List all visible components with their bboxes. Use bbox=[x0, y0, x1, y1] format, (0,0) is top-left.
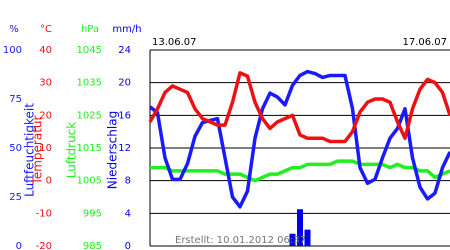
y-tick-label: 24 bbox=[118, 45, 131, 56]
y-tick-label: 16 bbox=[118, 110, 131, 121]
y-tick-label: 30 bbox=[39, 78, 52, 89]
y-tick-label: 40 bbox=[39, 45, 52, 56]
y-tick-label: 0 bbox=[46, 176, 52, 187]
y-tick-label: 1025 bbox=[77, 110, 102, 121]
y-tick-label: 1005 bbox=[77, 176, 102, 187]
y-tick-label: 25 bbox=[9, 192, 22, 203]
y-tick-label: -10 bbox=[36, 208, 52, 219]
y-tick-label: 1045 bbox=[77, 45, 102, 56]
y-tick-label: 985 bbox=[83, 241, 102, 250]
rain-bar bbox=[304, 229, 311, 246]
y-tick-label: 100 bbox=[3, 45, 22, 56]
rain-bar bbox=[289, 233, 296, 246]
y-tick-label: 10 bbox=[39, 143, 52, 154]
series-line bbox=[148, 71, 450, 144]
y-tick-label: 75 bbox=[9, 94, 22, 105]
y-tick-label: 0 bbox=[16, 241, 22, 250]
y-tick-label: 20 bbox=[39, 110, 52, 121]
y-tick-label: 0 bbox=[125, 241, 131, 250]
y-tick-label: 995 bbox=[83, 208, 102, 219]
axis-title: Luftdruck bbox=[65, 122, 79, 179]
axis-unit: °C bbox=[40, 24, 52, 35]
series-line bbox=[148, 69, 450, 209]
axis-title: Temperatur bbox=[31, 115, 45, 185]
y-tick-label: 12 bbox=[118, 143, 131, 154]
y-tick-label: 1035 bbox=[77, 78, 102, 89]
y-tick-label: -20 bbox=[36, 241, 52, 250]
y-tick-label: 50 bbox=[9, 143, 22, 154]
axis-unit: mm/h bbox=[112, 24, 141, 35]
axis-unit: % bbox=[9, 24, 19, 35]
y-tick-label: 20 bbox=[118, 78, 131, 89]
y-tick-label: 4 bbox=[125, 208, 131, 219]
y-tick-label: 8 bbox=[125, 176, 131, 187]
y-tick-label: 1015 bbox=[77, 143, 102, 154]
x-tick-label: 13.06.07 bbox=[152, 37, 197, 48]
axis-unit: hPa bbox=[81, 24, 99, 35]
annotation: Erstellt: 10.01.2012 06:37 bbox=[175, 235, 306, 246]
axis-title: Niederschlag bbox=[106, 111, 120, 189]
series-line bbox=[150, 159, 450, 183]
axis-title: Luftfeuchtigkeit bbox=[23, 103, 37, 197]
x-tick-label: 17.06.07 bbox=[402, 37, 447, 48]
rain-bar bbox=[297, 209, 303, 246]
